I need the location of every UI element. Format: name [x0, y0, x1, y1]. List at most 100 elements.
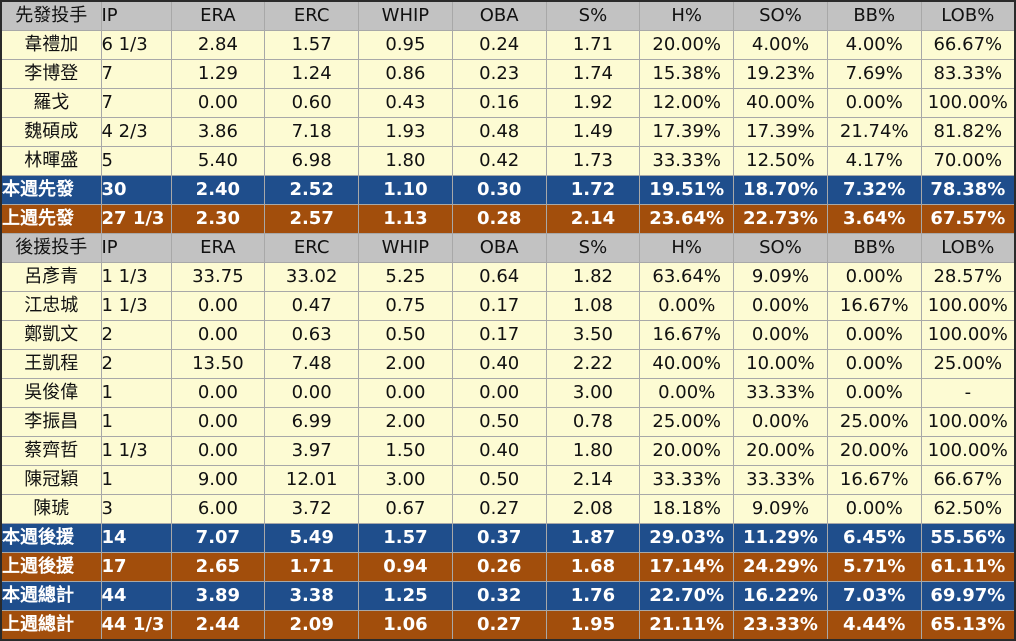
header-cell-erc: ERC — [264, 233, 360, 263]
whip-cell: 1.10 — [358, 175, 453, 205]
so-pct-cell: 20.00% — [733, 436, 828, 466]
starter-row: 羅戈 7 0.00 0.60 0.43 0.16 1.92 12.00% 40.00% 0.00%… — [0, 88, 1016, 118]
so-pct-cell: 12.50% — [733, 146, 828, 176]
era-cell: 6.00 — [170, 494, 266, 524]
oba-cell: 0.26 — [451, 552, 547, 582]
so-pct-cell: 11.29% — [733, 523, 828, 553]
h-pct-cell: 0.00% — [639, 291, 735, 321]
bb-pct-cell: 16.67% — [826, 291, 922, 321]
oba-cell: 0.00 — [451, 378, 547, 408]
erc-cell: 2.52 — [264, 175, 360, 205]
so-pct-cell: 9.09% — [733, 262, 828, 292]
lob-pct-cell: 66.67% — [920, 30, 1016, 60]
header-cell-so-pct: SO% — [733, 233, 828, 263]
header-cell-erc: ERC — [264, 0, 360, 31]
total-last-week-row: 上週總計 44 1/3 2.44 2.09 1.06 0.27 1.95 21.11% 23.3… — [0, 610, 1016, 641]
s-pct-cell: 3.50 — [545, 320, 641, 350]
lob-pct-cell: 69.97% — [920, 581, 1016, 611]
era-cell: 0.00 — [170, 320, 266, 350]
whip-cell: 0.43 — [358, 88, 453, 118]
oba-cell: 0.30 — [451, 175, 547, 205]
label-cell: 上週先發 — [0, 204, 102, 234]
bb-pct-cell: 7.32% — [826, 175, 922, 205]
starter-row: 韋禮加 6 1/3 2.84 1.57 0.95 0.24 1.71 20.00% 4.00% 4… — [0, 30, 1016, 60]
header-cell-oba: OBA — [451, 233, 547, 263]
s-pct-cell: 1.68 — [545, 552, 641, 582]
s-pct-cell: 1.87 — [545, 523, 641, 553]
header-cell-so-pct: SO% — [733, 0, 828, 31]
header-cell-h-pct: H% — [639, 0, 735, 31]
so-pct-cell: 0.00% — [733, 291, 828, 321]
header-cell-label: 先發投手 — [0, 0, 102, 31]
s-pct-cell: 1.74 — [545, 59, 641, 89]
bb-pct-cell: 0.00% — [826, 378, 922, 408]
label-cell: 上週總計 — [0, 610, 102, 641]
oba-cell: 0.40 — [451, 436, 547, 466]
h-pct-cell: 0.00% — [639, 378, 735, 408]
era-cell: 5.40 — [170, 146, 266, 176]
lob-pct-cell: 67.57% — [920, 204, 1016, 234]
whip-cell: 1.57 — [358, 523, 453, 553]
ip-cell: 44 1/3 — [100, 610, 172, 641]
lob-pct-cell: 100.00% — [920, 436, 1016, 466]
erc-cell: 33.02 — [264, 262, 360, 292]
so-pct-cell: 17.39% — [733, 117, 828, 147]
total-this-week-row: 本週總計 44 3.89 3.38 1.25 0.32 1.76 22.70% 16.22% 7.… — [0, 581, 1016, 611]
so-pct-cell: 9.09% — [733, 494, 828, 524]
bb-pct-cell: 3.64% — [826, 204, 922, 234]
starter-this-week-row: 本週先發 30 2.40 2.52 1.10 0.30 1.72 19.51% 18.70% 7.… — [0, 175, 1016, 205]
era-cell: 0.00 — [170, 407, 266, 437]
reliever-row: 鄭凱文 2 0.00 0.63 0.50 0.17 3.50 16.67% 0.00% 0.00%… — [0, 320, 1016, 350]
whip-cell: 0.94 — [358, 552, 453, 582]
reliever-header-row: 後援投手 IP ERA ERC WHIP OBA S% H% SO% BB% LOB% — [0, 233, 1016, 263]
oba-cell: 0.40 — [451, 349, 547, 379]
label-cell: 上週後援 — [0, 552, 102, 582]
h-pct-cell: 25.00% — [639, 407, 735, 437]
pitcher-name-cell: 呂彥青 — [0, 262, 102, 292]
h-pct-cell: 16.67% — [639, 320, 735, 350]
whip-cell: 3.00 — [358, 465, 453, 495]
era-cell: 2.65 — [170, 552, 266, 582]
h-pct-cell: 12.00% — [639, 88, 735, 118]
bb-pct-cell: 0.00% — [826, 494, 922, 524]
whip-cell: 0.67 — [358, 494, 453, 524]
pitcher-name-cell: 吳俊偉 — [0, 378, 102, 408]
reliever-row: 陳琥 3 6.00 3.72 0.67 0.27 2.08 18.18% 9.09% 0.00% 6… — [0, 494, 1016, 524]
ip-cell: 1 — [100, 407, 172, 437]
erc-cell: 7.18 — [264, 117, 360, 147]
ip-cell: 27 1/3 — [100, 204, 172, 234]
header-cell-lob-pct: LOB% — [920, 0, 1016, 31]
so-pct-cell: 0.00% — [733, 320, 828, 350]
oba-cell: 0.17 — [451, 320, 547, 350]
oba-cell: 0.17 — [451, 291, 547, 321]
pitcher-name-cell: 陳冠穎 — [0, 465, 102, 495]
so-pct-cell: 18.70% — [733, 175, 828, 205]
oba-cell: 0.42 — [451, 146, 547, 176]
era-cell: 33.75 — [170, 262, 266, 292]
header-cell-whip: WHIP — [358, 0, 453, 31]
so-pct-cell: 4.00% — [733, 30, 828, 60]
era-cell: 2.40 — [170, 175, 266, 205]
lob-pct-cell: 25.00% — [920, 349, 1016, 379]
oba-cell: 0.24 — [451, 30, 547, 60]
era-cell: 0.00 — [170, 378, 266, 408]
header-cell-oba: OBA — [451, 0, 547, 31]
oba-cell: 0.50 — [451, 407, 547, 437]
whip-cell: 5.25 — [358, 262, 453, 292]
lob-pct-cell: 100.00% — [920, 291, 1016, 321]
whip-cell: 0.00 — [358, 378, 453, 408]
erc-cell: 7.48 — [264, 349, 360, 379]
h-pct-cell: 21.11% — [639, 610, 735, 641]
header-cell-ip: IP — [100, 0, 172, 31]
oba-cell: 0.23 — [451, 59, 547, 89]
starter-row: 魏碩成 4 2/3 3.86 7.18 1.93 0.48 1.49 17.39% 17.39%… — [0, 117, 1016, 147]
era-cell: 2.84 — [170, 30, 266, 60]
s-pct-cell: 1.08 — [545, 291, 641, 321]
so-pct-cell: 33.33% — [733, 465, 828, 495]
h-pct-cell: 19.51% — [639, 175, 735, 205]
header-cell-bb-pct: BB% — [826, 0, 922, 31]
ip-cell: 1 — [100, 378, 172, 408]
era-cell: 1.29 — [170, 59, 266, 89]
